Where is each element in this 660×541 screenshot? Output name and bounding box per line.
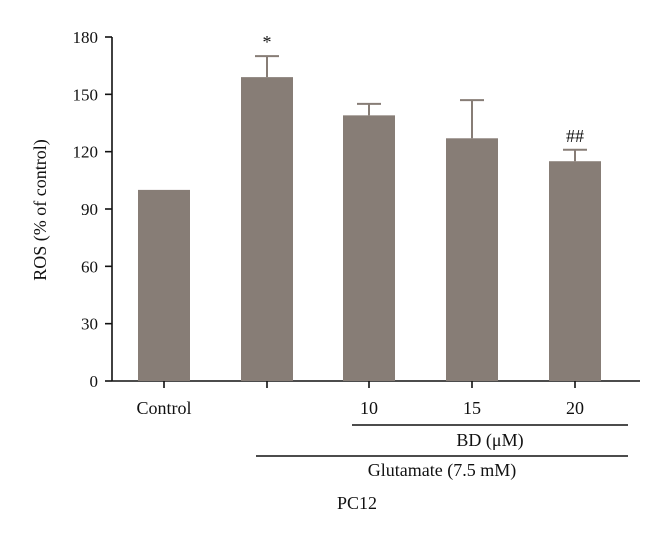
y-tick-label: 150 bbox=[73, 85, 99, 104]
x-tick-label: 20 bbox=[566, 398, 584, 418]
x-tick-label: 15 bbox=[463, 398, 481, 418]
bar bbox=[446, 138, 498, 381]
significance-marker: * bbox=[263, 32, 272, 52]
bar bbox=[241, 77, 293, 381]
bar bbox=[343, 115, 395, 381]
y-tick-label: 90 bbox=[81, 200, 98, 219]
bar bbox=[138, 189, 190, 381]
x-axis-tick-labels: Control 10 15 20 bbox=[136, 398, 584, 418]
cell-line-label: PC12 bbox=[337, 493, 377, 513]
glutamate-group-label: Glutamate (7.5 mM) bbox=[368, 460, 516, 481]
y-axis-ticks: 0 30 60 90 120 150 180 bbox=[73, 28, 112, 391]
y-tick-label: 60 bbox=[81, 257, 98, 276]
y-tick-label: 120 bbox=[73, 143, 99, 162]
x-tick-label: 10 bbox=[360, 398, 378, 418]
bar bbox=[549, 161, 601, 381]
bd-group-label: BD (μM) bbox=[456, 430, 523, 451]
y-axis-label: ROS (% of control) bbox=[30, 139, 51, 280]
y-tick-label: 180 bbox=[73, 28, 99, 47]
x-tick-label: Control bbox=[136, 398, 191, 418]
bars-group: * ## bbox=[138, 32, 601, 388]
significance-marker: ## bbox=[566, 126, 584, 146]
y-tick-label: 30 bbox=[81, 315, 98, 334]
y-tick-label: 0 bbox=[90, 372, 99, 391]
